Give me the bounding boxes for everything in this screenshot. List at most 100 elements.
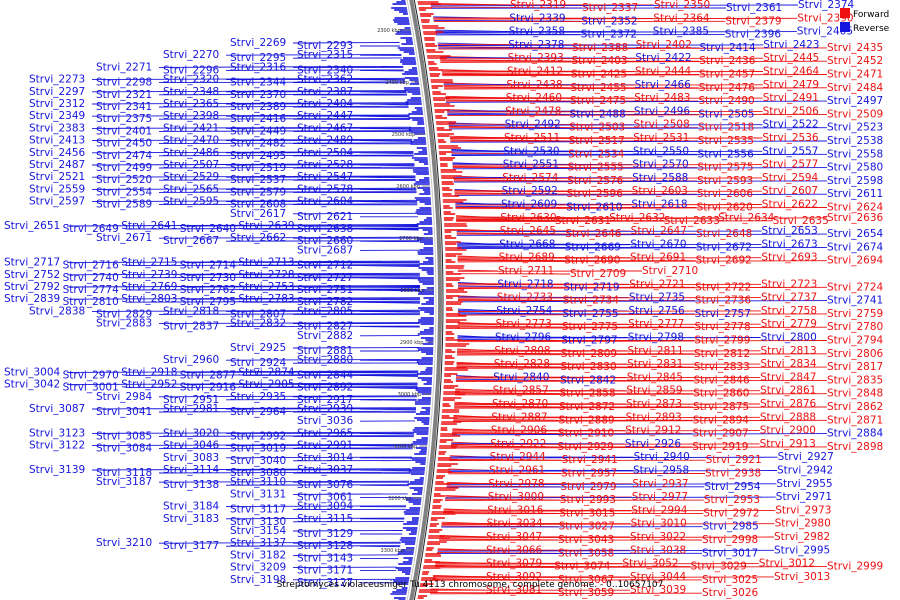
gene-label-forward[interactable]: Strvi_2337 <box>582 2 638 14</box>
gene-label-forward[interactable]: Strvi_2483 <box>634 92 690 104</box>
gene-label-reverse[interactable]: Strvi_2312 <box>29 98 85 110</box>
gene-label-reverse[interactable]: Strvi_2964 <box>230 406 287 418</box>
gene-label-forward[interactable]: Strvi_2741 <box>827 295 883 307</box>
gene-label-reverse[interactable]: Strvi_2421 <box>163 122 219 134</box>
gene-label-reverse[interactable]: Strvi_3129 <box>297 528 353 540</box>
gene-label-reverse[interactable]: Strvi_2547 <box>297 171 353 183</box>
gene-label-forward[interactable]: Strvi_2523 <box>827 122 883 134</box>
gene-label-forward[interactable]: Strvi_2496 <box>634 105 691 117</box>
gene-label-forward[interactable]: Strvi_2982 <box>774 531 830 543</box>
gene-label-forward[interactable]: Strvi_2754 <box>496 305 553 317</box>
gene-label-forward[interactable]: Strvi_2374 <box>798 0 855 11</box>
gene-label-reverse[interactable]: Strvi_2716 <box>63 260 120 272</box>
gene-label-reverse[interactable]: Strvi_2489 <box>297 135 353 147</box>
gene-label-forward[interactable]: Strvi_2445 <box>763 52 819 64</box>
gene-label-forward[interactable]: Strvi_2919 <box>692 441 748 453</box>
gene-label-forward[interactable]: Strvi_2813 <box>760 345 816 357</box>
gene-label-forward[interactable]: Strvi_2835 <box>827 374 883 386</box>
gene-label-reverse[interactable]: Strvi_2991 <box>297 440 353 452</box>
gene-label-forward[interactable]: Strvi_2508 <box>634 119 690 131</box>
gene-label-reverse[interactable]: Strvi_2960 <box>163 354 219 366</box>
gene-label-forward[interactable]: Strvi_2570 <box>632 159 688 171</box>
gene-label-forward[interactable]: Strvi_2693 <box>761 252 817 264</box>
gene-label-forward[interactable]: Strvi_3010 <box>631 518 687 530</box>
gene-label-forward[interactable]: Strvi_2723 <box>761 278 817 290</box>
gene-label-forward[interactable]: Strvi_2977 <box>632 491 688 503</box>
gene-label-forward[interactable]: Strvi_2534 <box>568 148 625 160</box>
gene-label-reverse[interactable]: Strvi_3014 <box>297 452 354 464</box>
gene-label-forward[interactable]: Strvi_2364 <box>653 12 710 24</box>
gene-label-forward[interactable]: Strvi_2372 <box>581 29 637 41</box>
gene-label-reverse[interactable]: Strvi_2880 <box>297 354 353 366</box>
gene-label-reverse[interactable]: Strvi_2341 <box>96 101 152 113</box>
gene-label-forward[interactable]: Strvi_2777 <box>628 318 684 330</box>
gene-label-reverse[interactable]: Strvi_3184 <box>163 501 220 513</box>
gene-label-forward[interactable]: Strvi_2673 <box>761 238 817 250</box>
gene-label-reverse[interactable]: Strvi_2740 <box>63 272 119 284</box>
gene-label-forward[interactable]: Strvi_2475 <box>570 95 626 107</box>
gene-label-reverse[interactable]: Strvi_3061 <box>297 491 353 503</box>
gene-label-reverse[interactable]: Strvi_2837 <box>163 321 219 333</box>
gene-label-forward[interactable]: Strvi_3058 <box>558 547 614 559</box>
gene-label-forward[interactable]: Strvi_3067 <box>558 574 614 586</box>
gene-label-reverse[interactable]: Strvi_3198 <box>230 574 286 586</box>
gene-label-reverse[interactable]: Strvi_3040 <box>230 455 286 467</box>
gene-label-forward[interactable]: Strvi_2593 <box>697 175 753 187</box>
gene-label-reverse[interactable]: Strvi_2739 <box>121 269 177 281</box>
gene-label-forward[interactable]: Strvi_2444 <box>635 66 692 78</box>
gene-label-reverse[interactable]: Strvi_2519 <box>230 162 286 174</box>
gene-label-reverse[interactable]: Strvi_2935 <box>230 391 286 403</box>
gene-label-reverse[interactable]: Strvi_2639 <box>238 220 294 232</box>
gene-label-forward[interactable]: Strvi_2873 <box>626 398 682 410</box>
gene-label-reverse[interactable]: Strvi_2499 <box>96 162 152 174</box>
gene-label-forward[interactable]: Strvi_2910 <box>558 428 614 440</box>
gene-label-forward[interactable]: Strvi_2476 <box>699 82 756 94</box>
gene-label-forward[interactable]: Strvi_2737 <box>761 292 817 304</box>
gene-label-forward[interactable]: Strvi_2319 <box>510 0 566 11</box>
gene-label-forward[interactable]: Strvi_2875 <box>693 401 749 413</box>
gene-label-reverse[interactable]: Strvi_3131 <box>230 488 286 500</box>
gene-label-forward[interactable]: Strvi_2831 <box>627 358 683 370</box>
gene-label-forward[interactable]: Strvi_2575 <box>697 162 753 174</box>
gene-label-forward[interactable]: Strvi_2889 <box>559 414 615 426</box>
gene-label-forward[interactable]: Strvi_2985 <box>703 521 759 533</box>
gene-label-reverse[interactable]: Strvi_3143 <box>297 552 353 564</box>
gene-label-forward[interactable]: Strvi_2999 <box>827 561 883 573</box>
gene-label-forward[interactable]: Strvi_2435 <box>827 42 883 54</box>
gene-label-forward[interactable]: Strvi_2800 <box>761 332 817 344</box>
gene-label-forward[interactable]: Strvi_2998 <box>702 534 758 546</box>
gene-label-reverse[interactable]: Strvi_2874 <box>238 366 295 378</box>
gene-label-reverse[interactable]: Strvi_2271 <box>96 61 152 73</box>
gene-label-forward[interactable]: Strvi_3029 <box>691 561 747 573</box>
gene-label-forward[interactable]: Strvi_2647 <box>631 225 687 237</box>
gene-label-reverse[interactable]: Strvi_2774 <box>63 284 120 296</box>
gene-label-reverse[interactable]: Strvi_2608 <box>230 199 286 211</box>
gene-label-forward[interactable]: Strvi_2668 <box>499 238 555 250</box>
gene-label-forward[interactable]: Strvi_2691 <box>630 252 686 264</box>
gene-label-forward[interactable]: Strvi_2414 <box>699 42 756 54</box>
gene-label-forward[interactable]: Strvi_2973 <box>775 504 831 516</box>
gene-label-reverse[interactable]: Strvi_3020 <box>163 427 219 439</box>
gene-label-forward[interactable]: Strvi_2611 <box>827 188 883 200</box>
gene-label-forward[interactable]: Strvi_2993 <box>560 494 616 506</box>
gene-label-reverse[interactable]: Strvi_2877 <box>180 369 236 381</box>
gene-label-reverse[interactable]: Strvi_2597 <box>29 196 85 208</box>
gene-label-reverse[interactable]: Strvi_2925 <box>230 342 286 354</box>
gene-label-forward[interactable]: Strvi_2460 <box>506 92 562 104</box>
gene-label-forward[interactable]: Strvi_2694 <box>827 255 884 267</box>
gene-label-reverse[interactable]: Strvi_2554 <box>96 186 153 198</box>
gene-label-forward[interactable]: Strvi_2492 <box>505 119 561 131</box>
gene-label-reverse[interactable]: Strvi_2467 <box>297 122 353 134</box>
gene-label-forward[interactable]: Strvi_2722 <box>695 281 751 293</box>
gene-label-forward[interactable]: Strvi_2858 <box>559 388 615 400</box>
gene-label-forward[interactable]: Strvi_2396 <box>725 29 782 41</box>
gene-label-forward[interactable]: Strvi_2773 <box>496 318 552 330</box>
gene-label-forward[interactable]: Strvi_2710 <box>642 265 698 277</box>
gene-label-forward[interactable]: Strvi_2894 <box>693 414 750 426</box>
gene-label-forward[interactable]: Strvi_2518 <box>698 122 754 134</box>
gene-label-forward[interactable]: Strvi_2466 <box>635 79 692 91</box>
gene-label-reverse[interactable]: Strvi_2649 <box>63 223 119 235</box>
gene-label-reverse[interactable]: Strvi_3187 <box>96 476 152 488</box>
gene-label-forward[interactable]: Strvi_2884 <box>827 428 884 440</box>
gene-label-reverse[interactable]: Strvi_2293 <box>297 40 353 52</box>
